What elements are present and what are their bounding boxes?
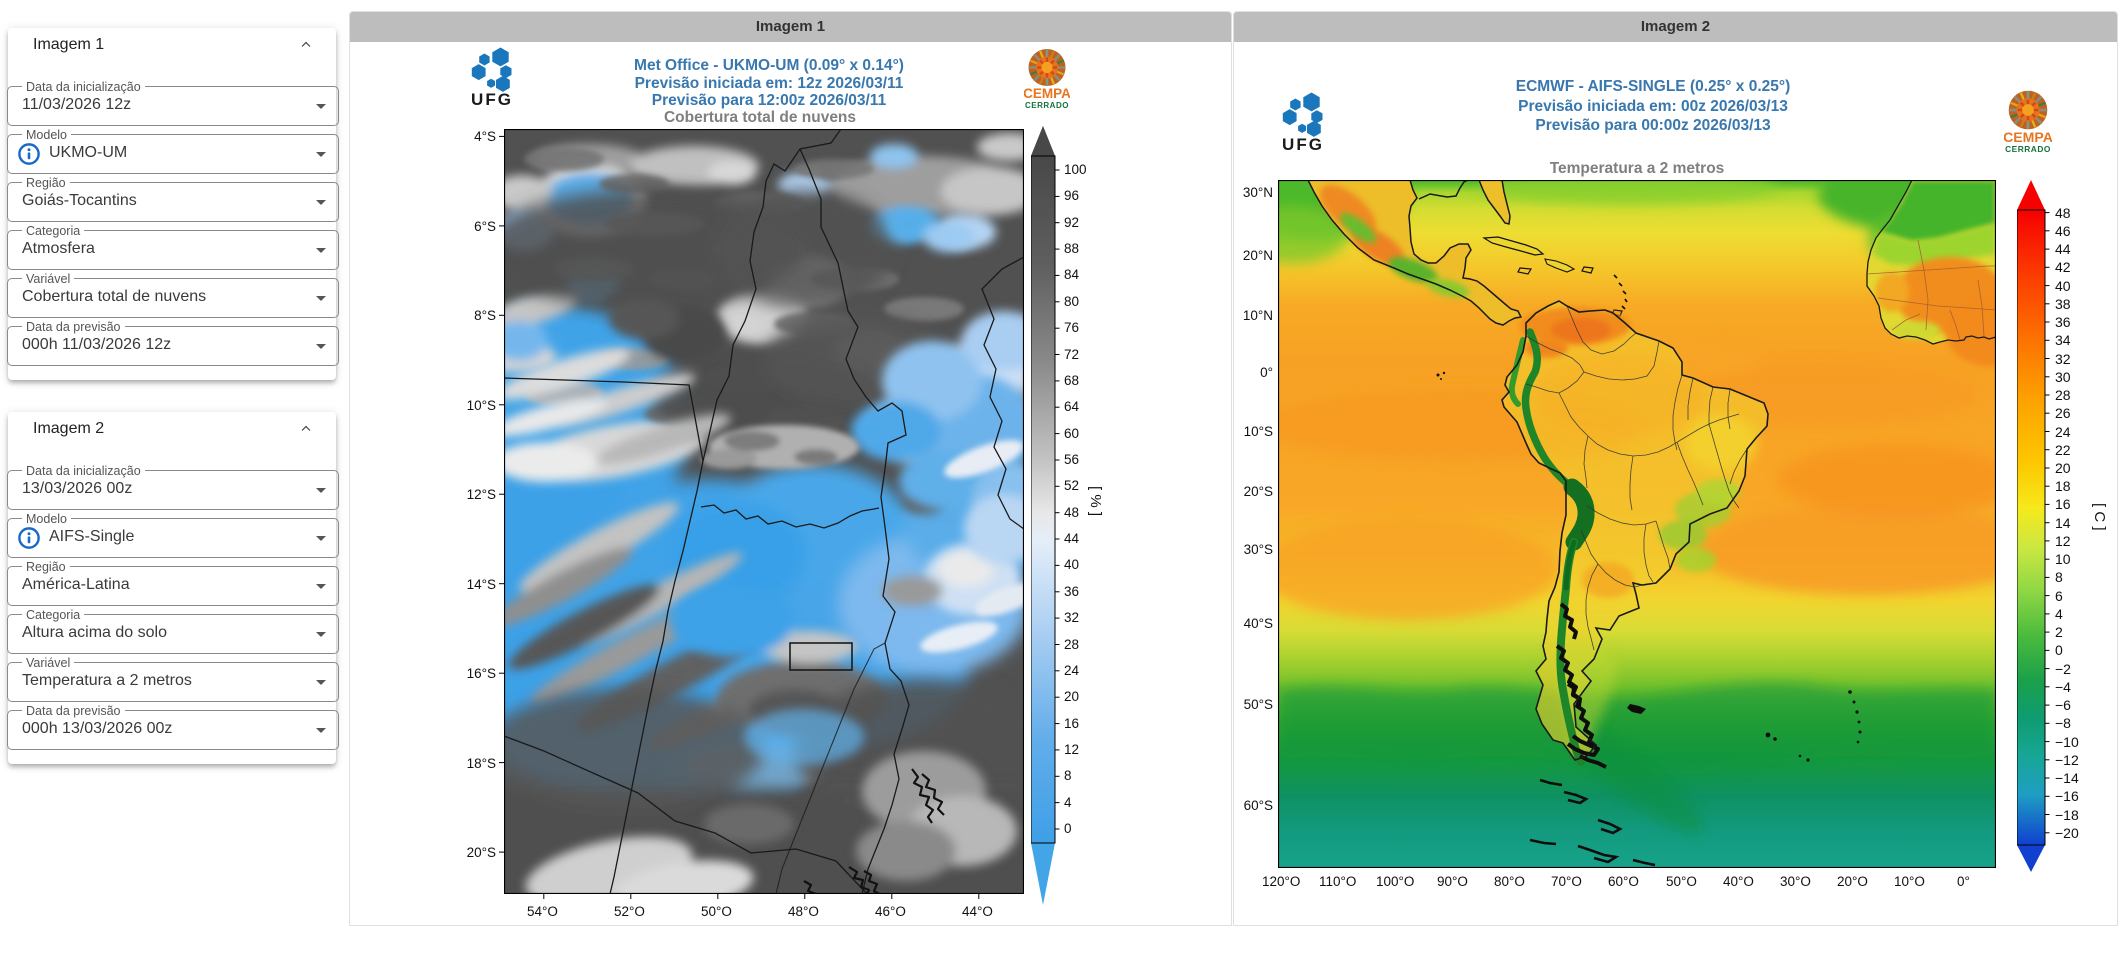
svg-text:CEMPA: CEMPA <box>2004 129 2052 145</box>
svg-text:UFG: UFG <box>471 90 513 108</box>
svg-text:CEMPA: CEMPA <box>1024 86 1070 101</box>
svg-text:CERRADO: CERRADO <box>2005 144 2051 154</box>
svg-text:CERRADO: CERRADO <box>1025 101 1069 110</box>
svg-text:UFG: UFG <box>1282 135 1324 154</box>
